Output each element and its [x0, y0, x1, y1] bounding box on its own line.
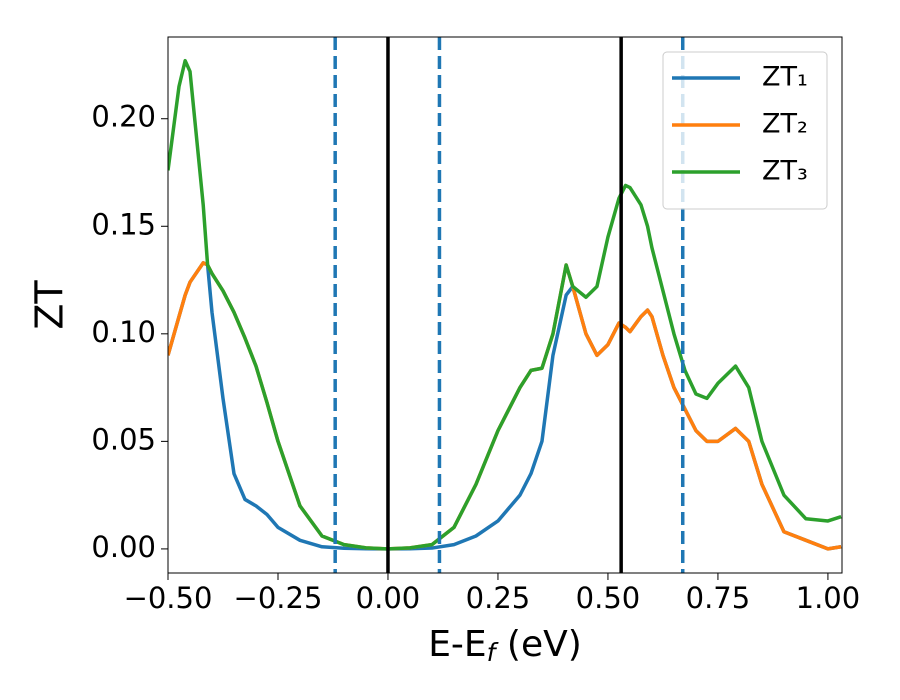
x-label-rest: (eV)	[495, 624, 581, 665]
x-tick-label: −0.25	[234, 581, 323, 615]
x-tick-label: 0.25	[466, 581, 531, 615]
y-tick-label: 0.05	[91, 422, 156, 456]
x-axis-label: E-Ef (eV)	[428, 624, 582, 667]
x-tick-label: 1.00	[796, 581, 861, 615]
y-tick-label: 0.15	[91, 207, 156, 241]
y-tick-label: 0.00	[91, 530, 156, 564]
legend-label: ZT₃	[762, 156, 808, 187]
plot-frame	[167, 36, 843, 574]
x-tick-label: 0.75	[686, 581, 751, 615]
x-tick-label: −0.50	[124, 581, 213, 615]
x-label-main: E-E	[428, 624, 486, 665]
y-tick-label: 0.10	[91, 315, 156, 349]
x-tick-label: 0.00	[356, 581, 421, 615]
legend-box	[662, 51, 828, 210]
series-line	[168, 58, 842, 551]
legend-label: ZT₂	[762, 109, 808, 140]
y-axis-label: ZT	[28, 280, 72, 330]
legend-label: ZT₁	[762, 62, 808, 93]
legend: ZT₁ ZT₂ ZT₃	[662, 51, 828, 210]
x-tick-label: 0.50	[576, 581, 641, 615]
y-tick-label: 0.20	[91, 100, 156, 134]
